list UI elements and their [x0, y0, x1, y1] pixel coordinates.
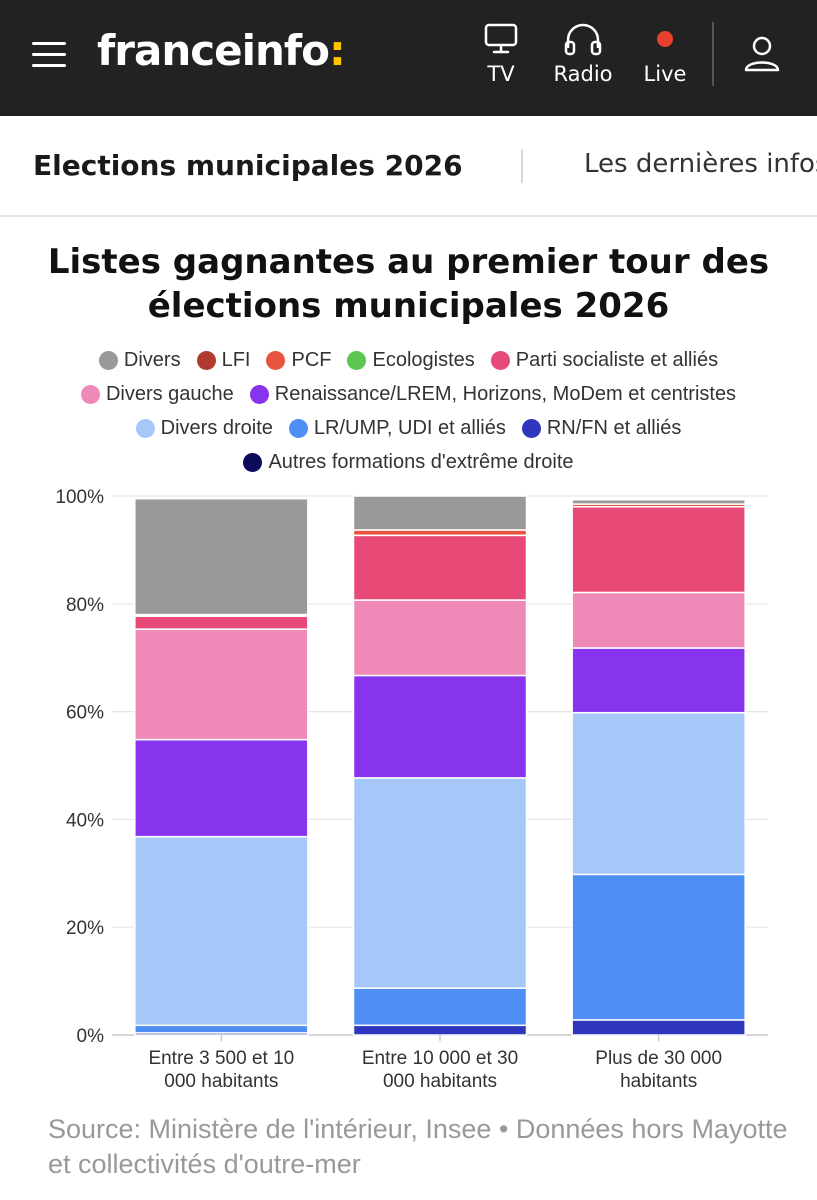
bar-segment [571, 647, 746, 714]
bar-segment [134, 615, 309, 630]
sub-navigation: Elections municipales 2026 Les dernières… [0, 116, 817, 217]
user-icon[interactable] [740, 34, 784, 74]
y-tick-label: 0% [77, 1026, 105, 1047]
y-tick-label: 60% [66, 703, 104, 724]
legend-swatch [288, 418, 308, 438]
x-category-label: 000 habitants [383, 1071, 497, 1092]
legend-item[interactable]: Renaissance/LREM, Horizons, MoDem et cen… [249, 382, 737, 406]
bar-segment [134, 738, 309, 838]
bar-segment [571, 873, 746, 1021]
legend-label: LFI [221, 348, 251, 371]
legend-item[interactable]: Autres formations d'extrême droite [243, 450, 574, 474]
legend-swatch [249, 384, 269, 404]
legend-item[interactable]: Ecologistes [347, 348, 475, 372]
legend-label: Autres formations d'extrême droite [268, 450, 574, 473]
bar-segment [571, 1019, 746, 1036]
bar-segment [134, 1024, 309, 1034]
nav-divider [712, 22, 714, 86]
bar-segment [571, 499, 746, 505]
legend-swatch [135, 418, 155, 438]
legend-label: Ecologistes [372, 348, 475, 371]
y-tick-label: 20% [66, 918, 104, 939]
bar-segment [134, 628, 309, 741]
menu-icon[interactable] [32, 42, 66, 68]
bar-segment [352, 534, 528, 601]
franceinfo-logo[interactable]: franceinfo: [97, 26, 346, 75]
bar-segment [352, 529, 528, 537]
bar-segment [352, 599, 528, 677]
top-bar: franceinfo: TV Radio Live [0, 0, 817, 116]
x-category-label: Entre 3 500 et 10 [148, 1048, 294, 1069]
x-category-label: habitants [620, 1071, 697, 1092]
bar-segment [134, 497, 309, 616]
legend-item[interactable]: LFI [196, 348, 251, 372]
legend-swatch [80, 384, 100, 404]
legend-item[interactable]: Divers droite [135, 416, 273, 440]
legend-swatch [196, 350, 216, 370]
legend-label: LR/UMP, UDI et alliés [313, 416, 506, 439]
headphones-icon [564, 23, 602, 56]
legend-item[interactable]: Parti socialiste et alliés [490, 348, 719, 372]
legend-swatch [347, 350, 367, 370]
legend-label: Divers droite [160, 416, 273, 439]
bar-segment [352, 987, 528, 1027]
bar-segment [352, 1024, 528, 1036]
x-category-label: Plus de 30 000 [595, 1048, 722, 1069]
x-category-label: 000 habitants [164, 1071, 278, 1092]
legend-item[interactable]: PCF [266, 348, 331, 372]
y-tick-label: 40% [66, 810, 104, 831]
chart-legend: Divers LFI PCF Ecologistes Parti socialiste … [20, 348, 797, 474]
y-tick-label: 80% [66, 595, 104, 616]
legend-label: Divers [123, 348, 181, 371]
nav-live[interactable]: Live [625, 18, 705, 86]
legend-label: Parti socialiste et alliés [515, 348, 719, 371]
nav-radio[interactable]: Radio [543, 18, 623, 86]
legend-label: Divers gauche [105, 382, 234, 405]
nav-live-label: Live [643, 62, 687, 86]
legend-label: PCF [291, 348, 332, 371]
legend-label: RN/FN et alliés [546, 416, 682, 439]
x-category-label: Entre 10 000 et 30 [362, 1048, 518, 1069]
bar-segment [352, 674, 528, 779]
legend-swatch [243, 452, 263, 472]
bar-segment [571, 506, 746, 594]
legend-item[interactable]: Divers gauche [80, 382, 234, 406]
bar-segment [352, 777, 528, 989]
legend-item[interactable]: LR/UMP, UDI et alliés [288, 416, 506, 440]
bar-segment [571, 591, 746, 649]
live-dot-icon [657, 31, 673, 47]
legend-swatch [490, 350, 510, 370]
chart-title: Listes gagnantes au premier tour des éle… [0, 240, 817, 328]
bar-segment [352, 495, 528, 531]
bar-segment [571, 711, 746, 876]
legend-item[interactable]: Divers [98, 348, 181, 372]
legend-swatch [266, 350, 286, 370]
legend-label: Renaissance/LREM, Horizons, MoDem et cen… [274, 382, 737, 405]
chart-title-line-1: Listes gagnantes au premier tour des [47, 242, 770, 282]
latest-news-link[interactable]: Les dernières infos [584, 149, 817, 179]
chart-title-line-2: élections municipales 2026 [147, 286, 670, 326]
nav-tv[interactable]: TV [461, 18, 541, 86]
subnav-divider [521, 149, 523, 183]
legend-swatch [98, 350, 118, 370]
legend-swatch [521, 418, 541, 438]
y-tick-label: 100% [55, 487, 104, 508]
nav-tv-label: TV [487, 62, 515, 86]
legend-item[interactable]: RN/FN et alliés [521, 416, 682, 440]
section-title[interactable]: Elections municipales 2026 [33, 149, 463, 182]
tv-icon [484, 23, 518, 54]
nav-radio-label: Radio [553, 62, 613, 86]
bar-segment [134, 835, 309, 1027]
chart-source: Source: Ministère de l'intérieur, Insee … [48, 1114, 788, 1179]
